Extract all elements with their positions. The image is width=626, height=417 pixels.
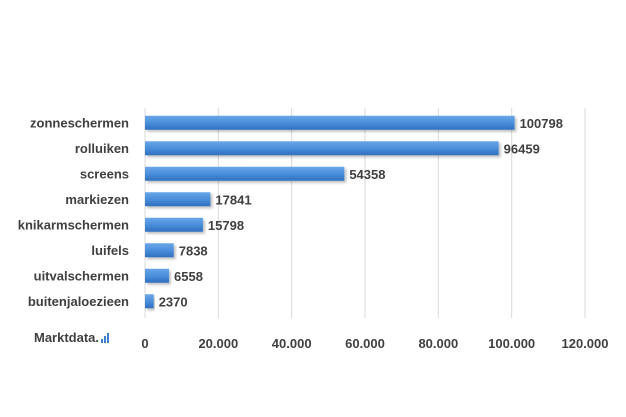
category-label: rolluiken	[75, 141, 129, 156]
value-label: 54358	[349, 167, 385, 182]
x-tick-label: 100.000	[488, 336, 535, 351]
bar-zonneschermen	[145, 115, 515, 130]
bar-screens	[145, 166, 345, 181]
bar-markiezen	[145, 192, 211, 207]
category-label: luifels	[91, 243, 129, 258]
value-label: 6558	[174, 269, 203, 284]
marktdata-logo: Marktdata.	[34, 330, 110, 345]
value-label: 100798	[520, 116, 563, 131]
bar-uitvalschermen	[145, 268, 170, 283]
x-tick-label: 20.000	[198, 336, 238, 351]
bar-buitenjaloezieen	[145, 294, 154, 309]
bar-knikarmschermen	[145, 217, 203, 232]
category-label: uitvalschermen	[34, 268, 129, 283]
x-tick-label: 80.000	[418, 336, 458, 351]
category-label: zonneschermen	[30, 115, 129, 130]
value-label: 7838	[179, 243, 208, 258]
x-tick-label: 0	[141, 336, 148, 351]
value-label: 15798	[208, 218, 244, 233]
bar-rolluiken	[145, 141, 499, 156]
category-label: buitenjaloezieen	[28, 294, 129, 309]
category-labels: zonneschermen rolluiken screens markiezen kn…	[18, 115, 129, 309]
x-tick-label: 40.000	[272, 336, 312, 351]
value-label: 96459	[504, 141, 540, 156]
x-tick-labels: 0 20.000 40.000 60.000 80.000 100.000 120.000	[141, 336, 608, 351]
x-tick-label: 60.000	[345, 336, 385, 351]
category-label: markiezen	[65, 192, 129, 207]
x-tick-label: 120.000	[562, 336, 609, 351]
bar-luifels	[145, 243, 174, 258]
category-label: knikarmschermen	[18, 217, 129, 232]
value-label: 2370	[159, 294, 188, 309]
logo-text: Marktdata.	[34, 330, 100, 345]
bars	[145, 115, 515, 309]
category-label: screens	[80, 166, 129, 181]
gridlines	[144, 108, 586, 318]
bar-chart-icon	[101, 333, 110, 343]
value-label: 17841	[215, 192, 251, 207]
